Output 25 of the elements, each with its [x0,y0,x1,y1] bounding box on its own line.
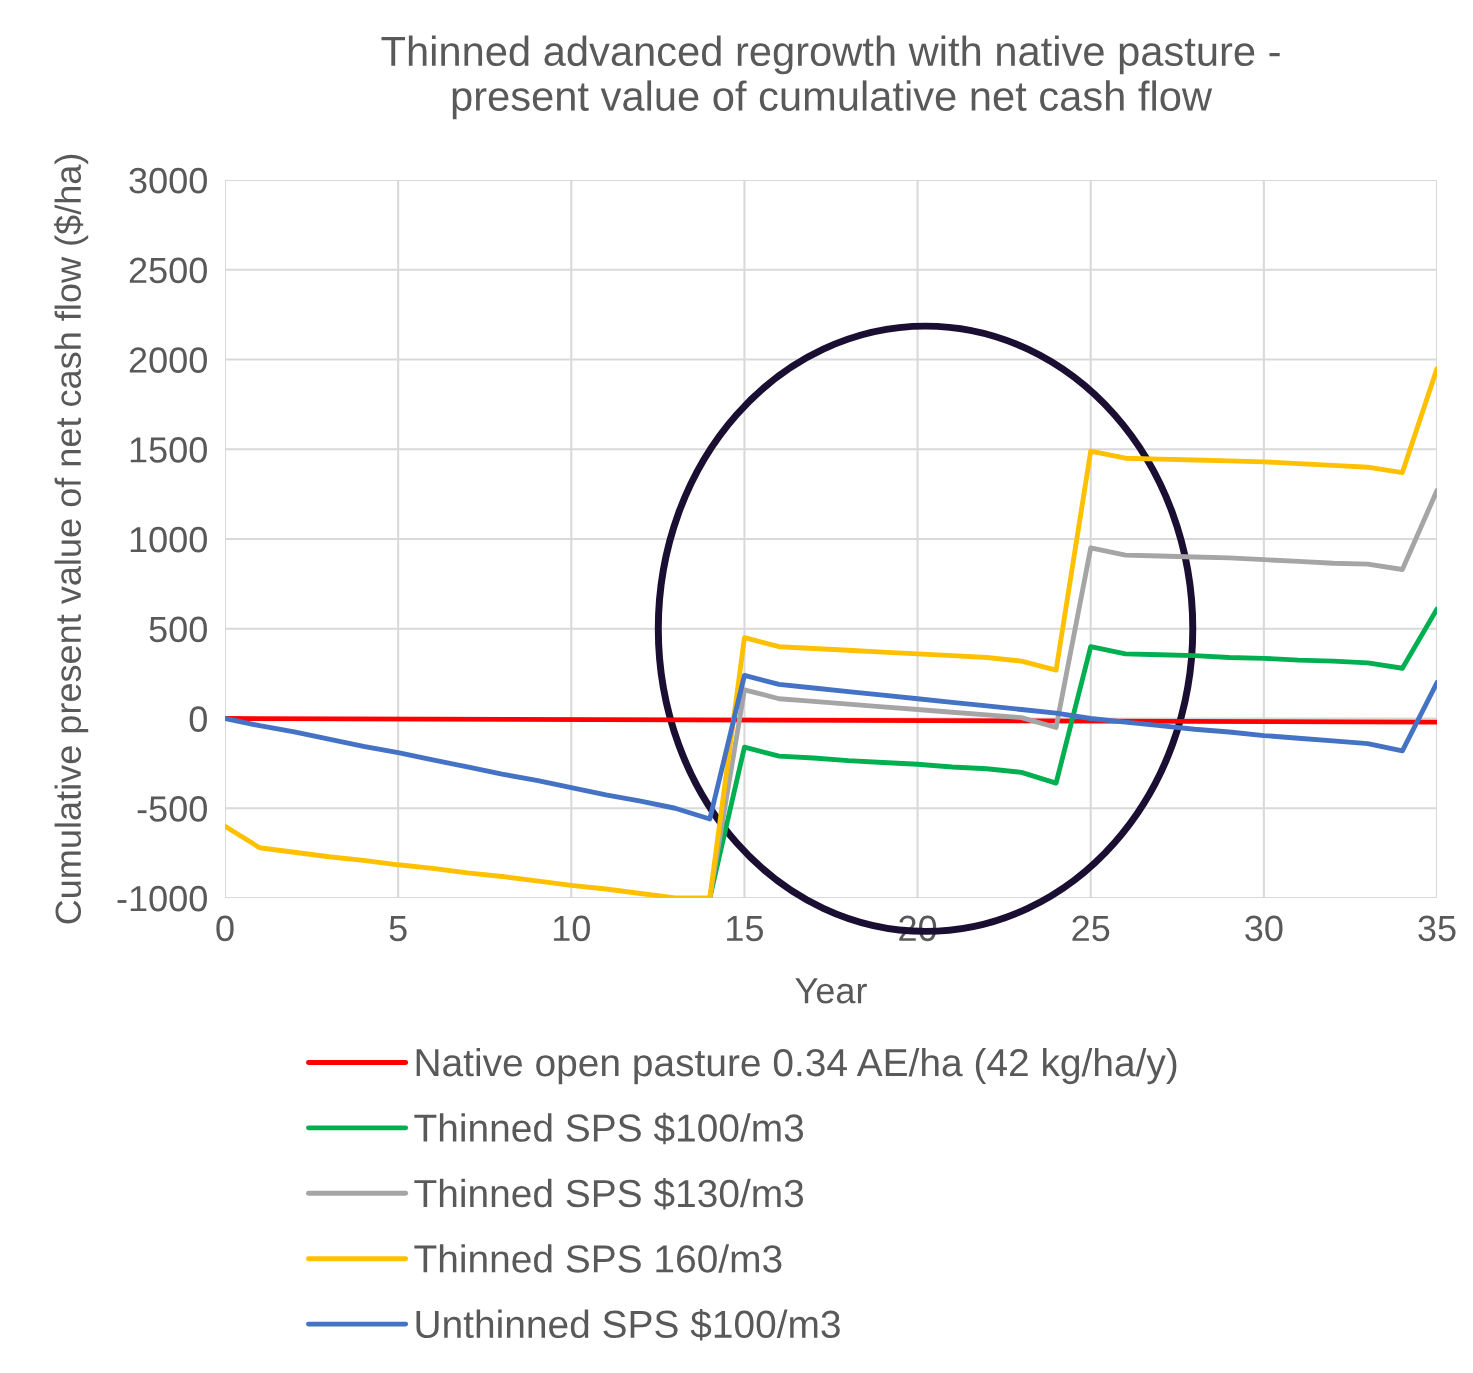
legend-label: Native open pasture 0.34 AE/ha (42 kg/ha/y) [416,1047,1177,1085]
legend-label: Unthinned SPS $100/m3 [416,1308,840,1341]
y-tick-label: 1000 [130,526,207,553]
y-tick-label: 0 [189,706,207,732]
x-axis-title: Year [795,978,867,1004]
legend-label: Thinned SPS $100/m3 [414,1112,804,1145]
x-tick-label: 25 [1072,915,1110,942]
x-tick-label: 30 [1245,915,1283,942]
legend-label: Thinned SPS $130/m3 [414,1178,804,1210]
y-tick-label: 2500 [129,257,207,284]
x-tick-label: 5 [389,915,407,942]
y-tick-label: -1000 [117,885,207,912]
y-tick-label: 2000 [129,347,207,373]
y-tick-label: -500 [137,796,207,822]
y-axis-title: Cumulative present value of net cash flow ($/ha) [53,154,89,924]
y-tick-label: 1500 [130,437,207,463]
x-tick-label: 10 [553,915,590,942]
line-series [225,672,1437,822]
x-tick-label: 15 [727,915,763,942]
legend-label: Thinned SPS 160/m3 [414,1244,782,1273]
y-tick-label: 3000 [129,167,207,194]
chart-title: Thinned advanced regrowth with native pasture - present value of cumulative net cash flow [381,35,1280,120]
y-tick-label: 500 [149,616,207,643]
x-tick-label: 35 [1418,915,1456,942]
x-tick-label: 0 [216,915,234,942]
